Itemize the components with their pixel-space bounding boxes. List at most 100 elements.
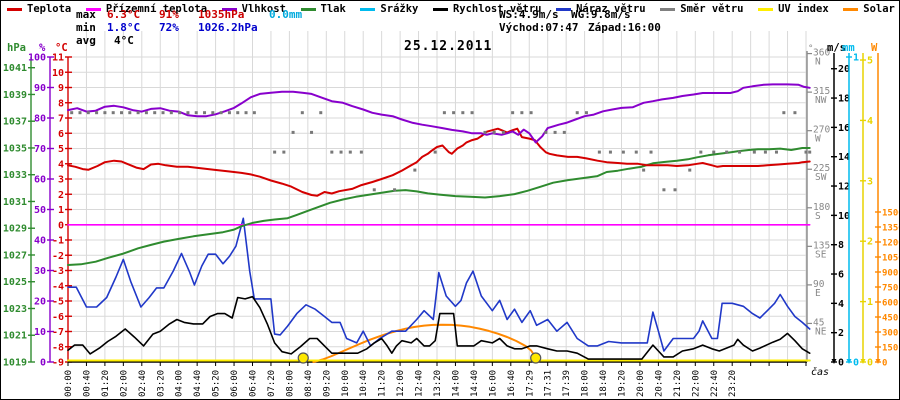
x-tick-label: 07:20 [267, 370, 277, 397]
solar-tick-label: 300 [882, 329, 898, 339]
legend-label: Teplota [27, 3, 72, 15]
x-tick-label: 20:00 [636, 370, 646, 397]
temp-tick-label: 1 [58, 205, 64, 216]
vlhkost-swatch-icon [221, 7, 237, 11]
series-solar [312, 323, 540, 363]
x-tick-label: 14:00 [451, 370, 461, 397]
pressure-tick-label: 1019 [3, 358, 27, 369]
x-tick-label: 20:40 [654, 370, 664, 397]
x-tick-label: 19:20 [618, 370, 628, 397]
wind-tick-label: 18 [838, 94, 850, 105]
wind-direction-dot [244, 111, 248, 115]
wind-direction-dot [511, 111, 515, 115]
x-tick-label: 08:00 [285, 370, 295, 397]
x-tick-label: 23:20 [728, 370, 738, 397]
legend-label: Srážky [380, 3, 419, 15]
stat-max-temp: 6.3°C [107, 8, 141, 21]
x-tick-label: 09:20 [322, 370, 332, 397]
legend-label: Rychlost větru [452, 3, 542, 15]
wind-direction-dot [86, 111, 90, 115]
temp-tick-label: -2 [52, 251, 64, 262]
x-tick-label: 14:40 [470, 370, 480, 397]
wind-direction-dot [575, 111, 579, 115]
wind-direction-dot [319, 111, 323, 115]
wind-direction-dot [227, 111, 231, 115]
wind-direction-dot [236, 111, 240, 115]
legend: Teplota Přízemní teplota Vlhkost Tlak Srážky… [7, 3, 895, 15]
solar-tick-label: 450 [882, 314, 898, 324]
naraz-vetru-swatch-icon [556, 7, 572, 11]
wind-tick-label: 8 [838, 240, 844, 251]
temp-tick-label: 0 [58, 220, 64, 231]
temp-tick-label: 10 [52, 68, 64, 79]
direction-deg-label: 315 [813, 86, 830, 97]
pressure-tick-label: 1025 [3, 277, 27, 288]
humidity-tick-label: 50 [34, 205, 46, 216]
solar-tick-label: 750 [882, 284, 898, 294]
solar-axis-header: W [871, 42, 878, 54]
wind-direction-dot [372, 188, 376, 192]
temp-tick-label: -8 [52, 342, 64, 353]
temp-tick-label: -5 [52, 297, 64, 308]
legend-label: Přízemní teplota [105, 3, 208, 15]
uv-tick-label: 1 [867, 297, 873, 308]
wind-axis-header: m/s [827, 42, 846, 54]
wind-direction-dot [153, 111, 157, 115]
temp-tick-label: 5 [58, 144, 64, 155]
legend-item-tlak: Tlak [300, 3, 346, 15]
wind-direction-dot [584, 111, 588, 115]
temp-tick-label: 4 [58, 159, 64, 170]
wind-tick-label: 6 [838, 270, 844, 281]
solar-swatch-icon [843, 7, 859, 11]
wind-direction-dot [136, 111, 140, 115]
legend-item-srazky: Srážky [360, 3, 418, 15]
wind-direction-dot [725, 150, 729, 154]
wind-tick-label: 14 [838, 152, 850, 163]
temp-axis-header: °C [55, 42, 68, 54]
pressure-tick-label: 1031 [3, 197, 27, 208]
x-tick-label: 10:00 [341, 370, 351, 397]
wind-direction-dot [339, 150, 343, 154]
humidity-tick-label: 80 [34, 114, 46, 125]
temp-tick-label: 11 [52, 53, 64, 64]
direction-name-label: SE [815, 249, 827, 260]
solar-tick-label: 1200 [882, 239, 899, 249]
solar-tick-label: 900 [882, 269, 898, 279]
wind-direction-dot [310, 130, 314, 134]
wind-direction-dot [712, 150, 716, 154]
wind-tick-label: 2 [838, 328, 844, 339]
wind-direction-dot [634, 150, 638, 154]
pressure-tick-label: 1021 [3, 331, 27, 342]
wind-direction-dot [144, 111, 148, 115]
wind-direction-dot [111, 111, 115, 115]
legend-label: Náraz větru [576, 3, 646, 15]
rychlost-vetru-swatch-icon [432, 7, 448, 11]
wind-direction-dot [774, 150, 778, 154]
direction-name-label: NW [815, 95, 827, 106]
stat-min-temp: 1.8°C [107, 21, 141, 34]
pressure-tick-label: 1033 [3, 170, 27, 181]
stat-sunset: Západ:16:00 [588, 21, 661, 34]
solar-tick-label: 150 [882, 344, 898, 354]
wind-direction-dot [608, 150, 612, 154]
wind-direction-dot [103, 111, 107, 115]
legend-item-prizemni-teplota: Přízemní teplota [85, 3, 208, 15]
x-tick-label: 17:39 [562, 370, 572, 397]
uv-tick-label: 0 [867, 358, 873, 369]
x-tick-label: 16:40 [507, 370, 517, 397]
sunset-marker-icon [530, 352, 542, 364]
humidity-tick-label: 90 [34, 83, 46, 94]
direction-deg-label: 135 [813, 240, 830, 251]
wind-direction-dot [562, 130, 566, 134]
x-tick-label: 12:00 [396, 370, 406, 397]
temp-tick-label: 8 [58, 98, 64, 109]
direction-deg-label: 180 [813, 202, 830, 213]
legend-item-naraz-vetru: Náraz větru [556, 3, 646, 15]
wind-tick-label: 12 [838, 182, 850, 193]
wind-direction-dot [273, 150, 277, 154]
wind-direction-dot [782, 111, 786, 115]
wind-direction-dot [359, 150, 363, 154]
wind-direction-dot [461, 111, 465, 115]
temp-tick-label: 2 [58, 190, 64, 201]
